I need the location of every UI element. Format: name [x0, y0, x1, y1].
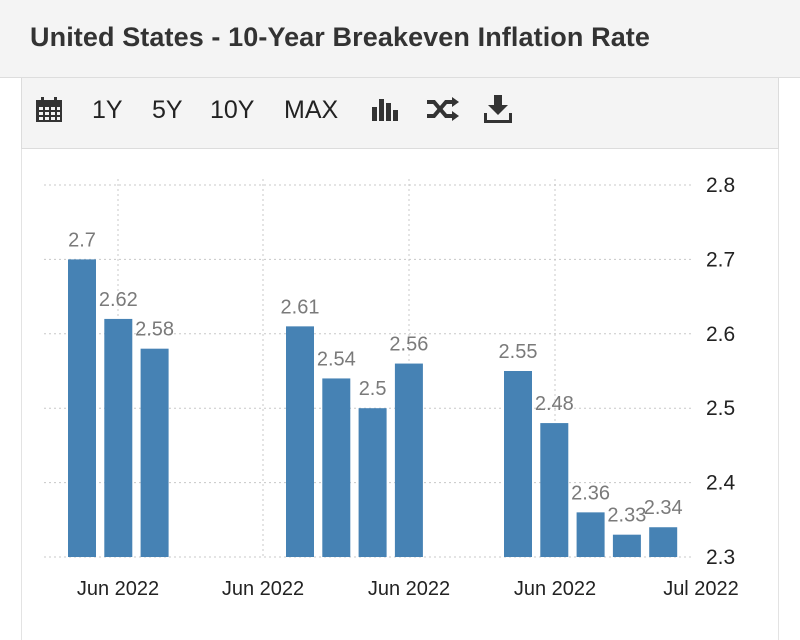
chart-toolbar: 1Y 5Y 10Y MAX	[21, 78, 779, 149]
bar[interactable]	[394, 363, 423, 557]
range-max-button[interactable]: MAX	[284, 96, 339, 124]
range-1y-button[interactable]: 1Y	[92, 96, 123, 124]
y-tick-label: 2.4	[706, 472, 736, 495]
bar-value-label: 2.61	[281, 296, 320, 318]
bar[interactable]	[576, 512, 605, 557]
bar-value-label: 2.55	[499, 341, 538, 363]
bar-chart-icon[interactable]	[372, 97, 398, 126]
bar-value-label: 2.56	[389, 334, 428, 356]
bar[interactable]	[140, 348, 169, 557]
x-tick-label: Jun 2022	[222, 578, 304, 600]
y-tick-label: 2.5	[706, 397, 735, 420]
bar-value-label: 2.36	[571, 482, 610, 504]
x-tick-label: Jul 2022	[663, 578, 739, 600]
range-10y-button[interactable]: 10Y	[210, 96, 255, 124]
shuffle-icon[interactable]	[426, 97, 460, 126]
x-tick-label: Jun 2022	[77, 578, 159, 600]
bar[interactable]	[649, 527, 678, 557]
bar-value-label: 2.58	[135, 319, 174, 341]
bar-value-label: 2.34	[644, 497, 683, 519]
download-icon[interactable]	[483, 95, 513, 128]
x-tick-label: Jun 2022	[514, 578, 596, 600]
y-tick-label: 2.8	[706, 174, 735, 197]
y-tick-label: 2.7	[706, 248, 735, 271]
x-tick-label: Jun 2022	[368, 578, 450, 600]
page-header: United States - 10-Year Breakeven Inflat…	[0, 0, 800, 78]
bar-value-label: 2.5	[359, 378, 387, 400]
bar-chart: 2.72.622.582.612.542.52.56 2.552.482.362.…	[44, 174, 739, 600]
bar[interactable]	[358, 408, 387, 557]
bar-value-label: 2.48	[535, 393, 574, 415]
chart-panel: 2.7 2.62 2.58 2.61 2.54 2.5 2.56 2.55 2.48 2.36 2.…	[21, 149, 779, 640]
y-tick-label: 2.6	[706, 323, 735, 346]
bar[interactable]	[612, 534, 641, 557]
bar[interactable]	[286, 326, 314, 557]
calendar-icon[interactable]	[35, 97, 63, 128]
bar-value-label: 2.33	[607, 505, 646, 527]
bar-value-label: 2.7	[68, 229, 96, 251]
bar-value-label: 2.54	[317, 348, 356, 370]
bar[interactable]	[68, 259, 96, 557]
bar[interactable]	[540, 423, 569, 557]
bar[interactable]	[104, 318, 133, 557]
bar[interactable]	[322, 378, 351, 557]
bar-value-label: 2.62	[99, 289, 138, 311]
page-title: United States - 10-Year Breakeven Inflat…	[30, 22, 651, 52]
y-tick-label: 2.3	[706, 546, 735, 569]
bar[interactable]	[504, 371, 532, 557]
range-5y-button[interactable]: 5Y	[152, 96, 183, 124]
